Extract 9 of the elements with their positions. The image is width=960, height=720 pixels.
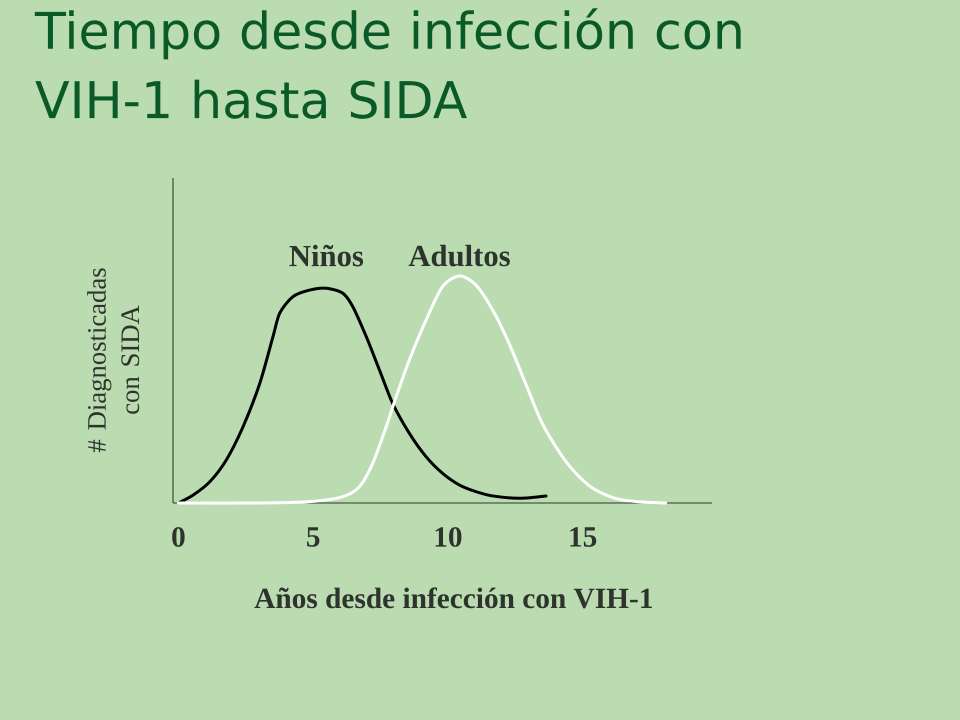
x-tick-label: 0 bbox=[172, 527, 185, 547]
series-label: Niños bbox=[289, 244, 364, 266]
x-tick-label: 5 bbox=[306, 527, 320, 547]
x-tick-label: 10 bbox=[436, 527, 462, 547]
series-label: Adultos bbox=[408, 244, 510, 266]
x-tick-label: 15 bbox=[570, 527, 596, 547]
x-axis-title: Años desde infección con VIH-1 bbox=[254, 587, 652, 608]
y-axis-title: # Diagnosticadas con SIDA bbox=[87, 268, 140, 452]
chart-title: Tiempo desde infección con VIH-1 hasta SIDA bbox=[34, 8, 741, 119]
